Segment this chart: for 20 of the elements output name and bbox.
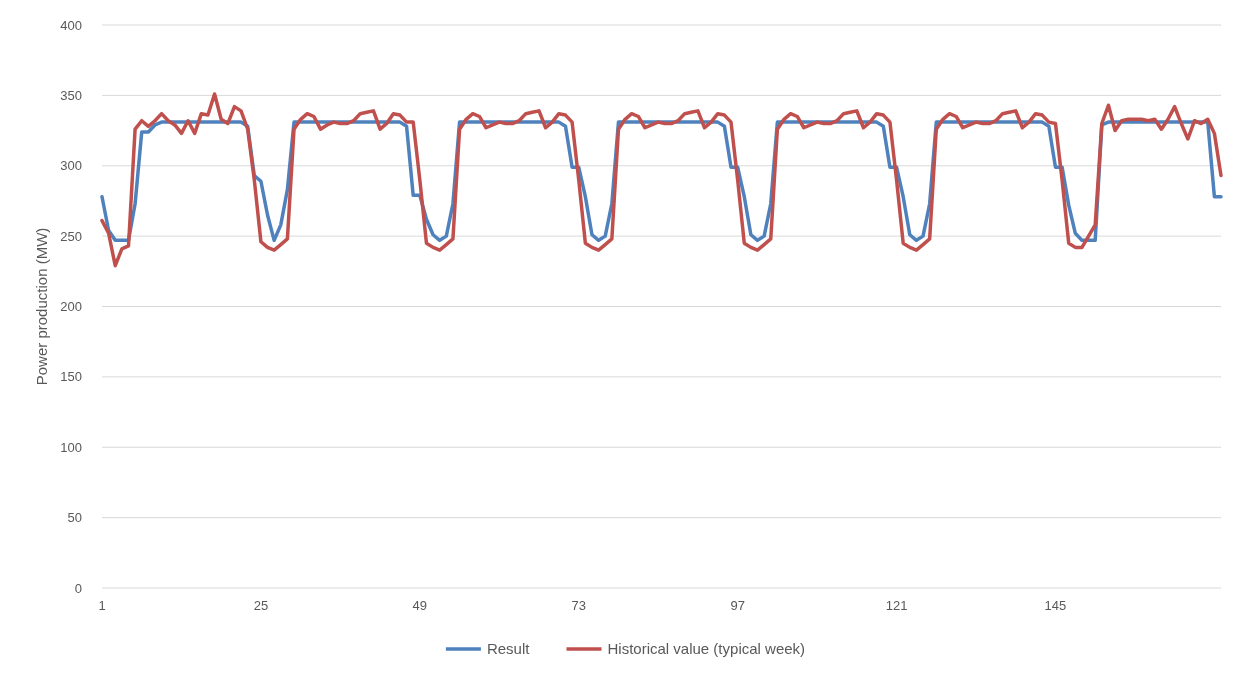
y-tick-label: 100 (60, 439, 82, 455)
x-tick-label: 121 (885, 598, 908, 613)
y-axis-title: Power production (MW) (33, 227, 50, 386)
x-tick-label: 49 (412, 598, 428, 613)
legend-label: Historical value (typical week) (607, 640, 806, 658)
legend-label: Result (486, 640, 531, 658)
x-tick-label: 145 (1044, 598, 1067, 613)
y-tick-label: 300 (60, 158, 82, 174)
y-tick-label: 250 (60, 228, 82, 244)
x-tick-label: 1 (98, 598, 106, 613)
x-tick-label: 97 (730, 598, 745, 613)
y-tick-label: 400 (60, 17, 82, 33)
line-series (100, 92, 1223, 268)
y-tick-label: 350 (60, 87, 82, 103)
x-tick-label: 73 (571, 598, 586, 613)
y-tick-label: 50 (67, 510, 82, 526)
y-tick-label: 150 (60, 369, 82, 385)
y-tick-label: 0 (74, 580, 82, 596)
y-tick-label: 200 (60, 299, 82, 315)
x-tick-label: 25 (253, 598, 269, 613)
